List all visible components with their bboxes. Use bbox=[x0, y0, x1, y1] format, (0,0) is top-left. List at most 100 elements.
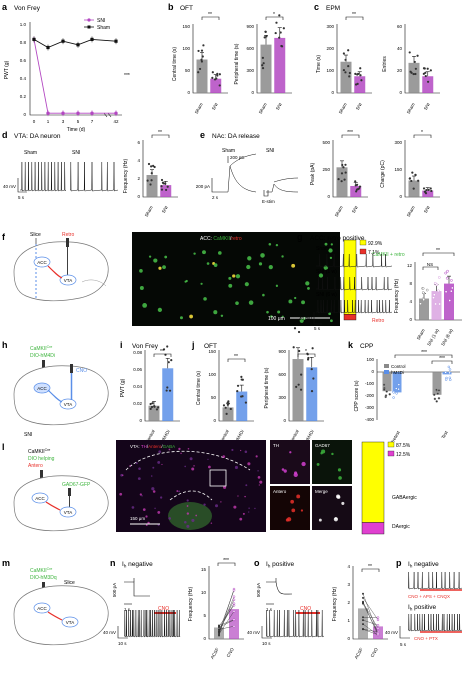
sig-bracket bbox=[345, 16, 364, 20]
panel-c-sig: ** bbox=[352, 12, 356, 18]
data-point bbox=[392, 396, 395, 399]
cell bbox=[239, 517, 243, 521]
data-point bbox=[397, 383, 401, 386]
bar bbox=[432, 372, 442, 395]
sig-bracket bbox=[341, 134, 360, 138]
bar bbox=[408, 62, 420, 93]
data-point bbox=[354, 83, 358, 86]
scale-t2: 10 s bbox=[262, 641, 271, 646]
panel-n-plot bbox=[214, 587, 239, 639]
cell bbox=[145, 515, 148, 518]
data-point bbox=[170, 359, 173, 362]
panel-e-label: e bbox=[200, 130, 205, 140]
pair-line bbox=[362, 603, 379, 634]
stacked-bar: 87.5% 12.5% bbox=[361, 441, 411, 535]
xcat: Sham bbox=[416, 328, 426, 341]
panel-e: e NAc: DA release Sham SNI 200 pC 200 pA… bbox=[196, 130, 440, 218]
cell bbox=[142, 303, 148, 308]
cell bbox=[222, 455, 226, 459]
cell bbox=[281, 468, 285, 471]
panel-b-sig-right: * bbox=[273, 12, 275, 18]
panel-g-ylabel: Frequency (Hz) bbox=[394, 278, 400, 313]
data-point bbox=[114, 111, 118, 115]
xcat: Sham bbox=[144, 205, 154, 218]
trace-label: SNI (6 w) bbox=[316, 292, 337, 298]
trace-label-sham: Sham bbox=[24, 150, 37, 156]
cell bbox=[179, 316, 183, 320]
panel-a-plot bbox=[32, 36, 118, 117]
data-point bbox=[447, 365, 451, 369]
scale-v: 40 mV bbox=[3, 184, 16, 189]
cell bbox=[202, 250, 206, 255]
data-point bbox=[166, 185, 169, 188]
ytick: 0.06 bbox=[133, 367, 142, 372]
data-point bbox=[218, 630, 220, 633]
cell bbox=[296, 494, 301, 499]
panel-d-plot bbox=[146, 162, 172, 197]
ytick: 500 bbox=[322, 140, 330, 145]
panel-i: i Von Frey PWT (g) 0 0.02 0.04 0.06 0.08… bbox=[120, 340, 180, 444]
data-point bbox=[342, 68, 346, 72]
bar-segment bbox=[343, 314, 357, 321]
cell bbox=[246, 264, 251, 270]
cell bbox=[208, 465, 211, 469]
image-title: ACC: CaMKII/retro bbox=[200, 236, 242, 242]
data-point bbox=[167, 361, 170, 364]
cell bbox=[191, 518, 195, 522]
data-point bbox=[395, 387, 398, 390]
data-point bbox=[198, 67, 202, 71]
legend-marker-sni bbox=[87, 18, 91, 22]
data-point bbox=[151, 402, 154, 405]
pair-line bbox=[362, 619, 379, 626]
ytick: 100 bbox=[208, 372, 216, 377]
panel-a-legend: SNI Sham bbox=[84, 18, 110, 31]
data-point bbox=[445, 276, 449, 280]
data-point bbox=[279, 31, 282, 34]
data-point bbox=[218, 624, 220, 627]
data-point bbox=[306, 353, 309, 356]
cell bbox=[289, 451, 292, 454]
cell bbox=[161, 463, 163, 466]
ytick: 0 bbox=[137, 194, 140, 199]
data-point bbox=[362, 616, 364, 619]
ytick: 40 bbox=[397, 46, 403, 51]
data-point bbox=[211, 71, 214, 74]
panel-g-sig-top: ** bbox=[436, 248, 440, 254]
cell bbox=[186, 499, 189, 502]
cell bbox=[244, 450, 248, 454]
cell bbox=[259, 480, 263, 484]
cell bbox=[247, 462, 251, 466]
percent-label: 92.9% bbox=[368, 241, 383, 247]
brain-outline bbox=[13, 475, 109, 532]
scale-v: 40 mV bbox=[385, 630, 398, 635]
data-point bbox=[150, 165, 153, 168]
ytick: 60 bbox=[397, 24, 403, 29]
xcat: Test bbox=[440, 429, 449, 439]
sig-bracket bbox=[151, 134, 170, 138]
data-point bbox=[421, 287, 425, 290]
panel-i-label: i bbox=[120, 340, 123, 350]
scale-c: 200 pC bbox=[230, 155, 245, 160]
sig-bracket bbox=[265, 16, 284, 20]
bar bbox=[422, 76, 434, 93]
cell bbox=[141, 495, 143, 497]
panel-j-label: j bbox=[191, 340, 195, 350]
inset-cells bbox=[281, 449, 345, 522]
cell bbox=[138, 467, 141, 470]
trace-label-sni: SNI bbox=[72, 150, 80, 156]
ytick: 8 bbox=[409, 281, 412, 286]
estim-label: E-stim bbox=[262, 199, 275, 204]
cell bbox=[135, 462, 138, 465]
data-point bbox=[342, 166, 345, 169]
inset-label: TH bbox=[273, 443, 279, 448]
cell bbox=[232, 274, 236, 278]
data-point bbox=[160, 188, 164, 191]
panel-j: j OFT Central time (s) 0 50 100 150 ** C… bbox=[191, 327, 324, 444]
panel-a-ylabel: PWT (g) bbox=[4, 60, 10, 79]
bar bbox=[306, 367, 318, 421]
pair-line bbox=[362, 597, 379, 621]
cell bbox=[301, 461, 306, 467]
panel-k-title: CPP bbox=[360, 343, 373, 350]
data-point bbox=[347, 65, 350, 68]
data-point bbox=[232, 618, 236, 621]
